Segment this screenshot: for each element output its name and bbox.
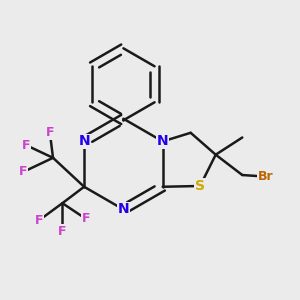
- Text: F: F: [82, 212, 90, 225]
- Text: F: F: [58, 225, 67, 238]
- Text: N: N: [157, 134, 169, 148]
- Text: F: F: [35, 214, 43, 227]
- Text: N: N: [78, 134, 90, 148]
- Text: S: S: [195, 179, 205, 193]
- Text: Br: Br: [258, 170, 274, 183]
- Text: F: F: [19, 165, 28, 178]
- Text: N: N: [118, 202, 129, 216]
- Text: F: F: [22, 139, 31, 152]
- Text: F: F: [46, 126, 54, 139]
